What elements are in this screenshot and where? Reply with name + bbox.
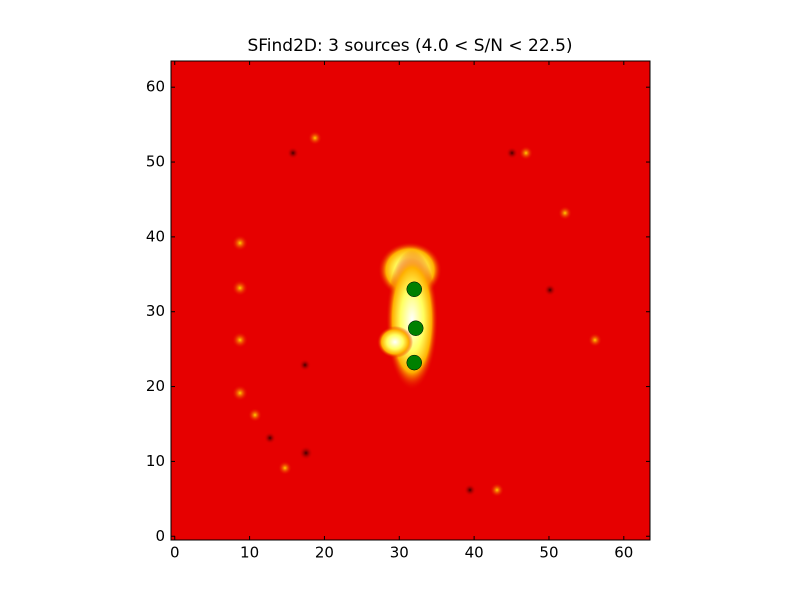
- y-tick-label: 10: [146, 452, 165, 470]
- x-tick-label: 40: [465, 544, 484, 562]
- source-point: [406, 281, 422, 298]
- x-tick-label: 20: [315, 544, 334, 562]
- x-tick-label: 30: [390, 544, 409, 562]
- x-tick-label: 0: [170, 544, 180, 562]
- source-point: [406, 354, 422, 371]
- y-tick-label: 20: [146, 377, 165, 395]
- heatmap: [171, 61, 650, 540]
- y-tick-label: 40: [146, 227, 165, 245]
- x-tick-label: 10: [240, 544, 259, 562]
- source-point: [407, 320, 424, 336]
- y-tick-label: 50: [146, 153, 165, 171]
- y-tick-label: 60: [146, 78, 165, 96]
- y-tick-label: 30: [146, 302, 165, 320]
- x-tick-label: 50: [539, 544, 558, 562]
- plot-frame: [170, 60, 651, 541]
- y-tick-label: 0: [155, 527, 165, 545]
- x-tick-label: 60: [614, 544, 633, 562]
- chart-title: SFind2D: 3 sources (4.0 < S/N < 22.5): [247, 36, 572, 56]
